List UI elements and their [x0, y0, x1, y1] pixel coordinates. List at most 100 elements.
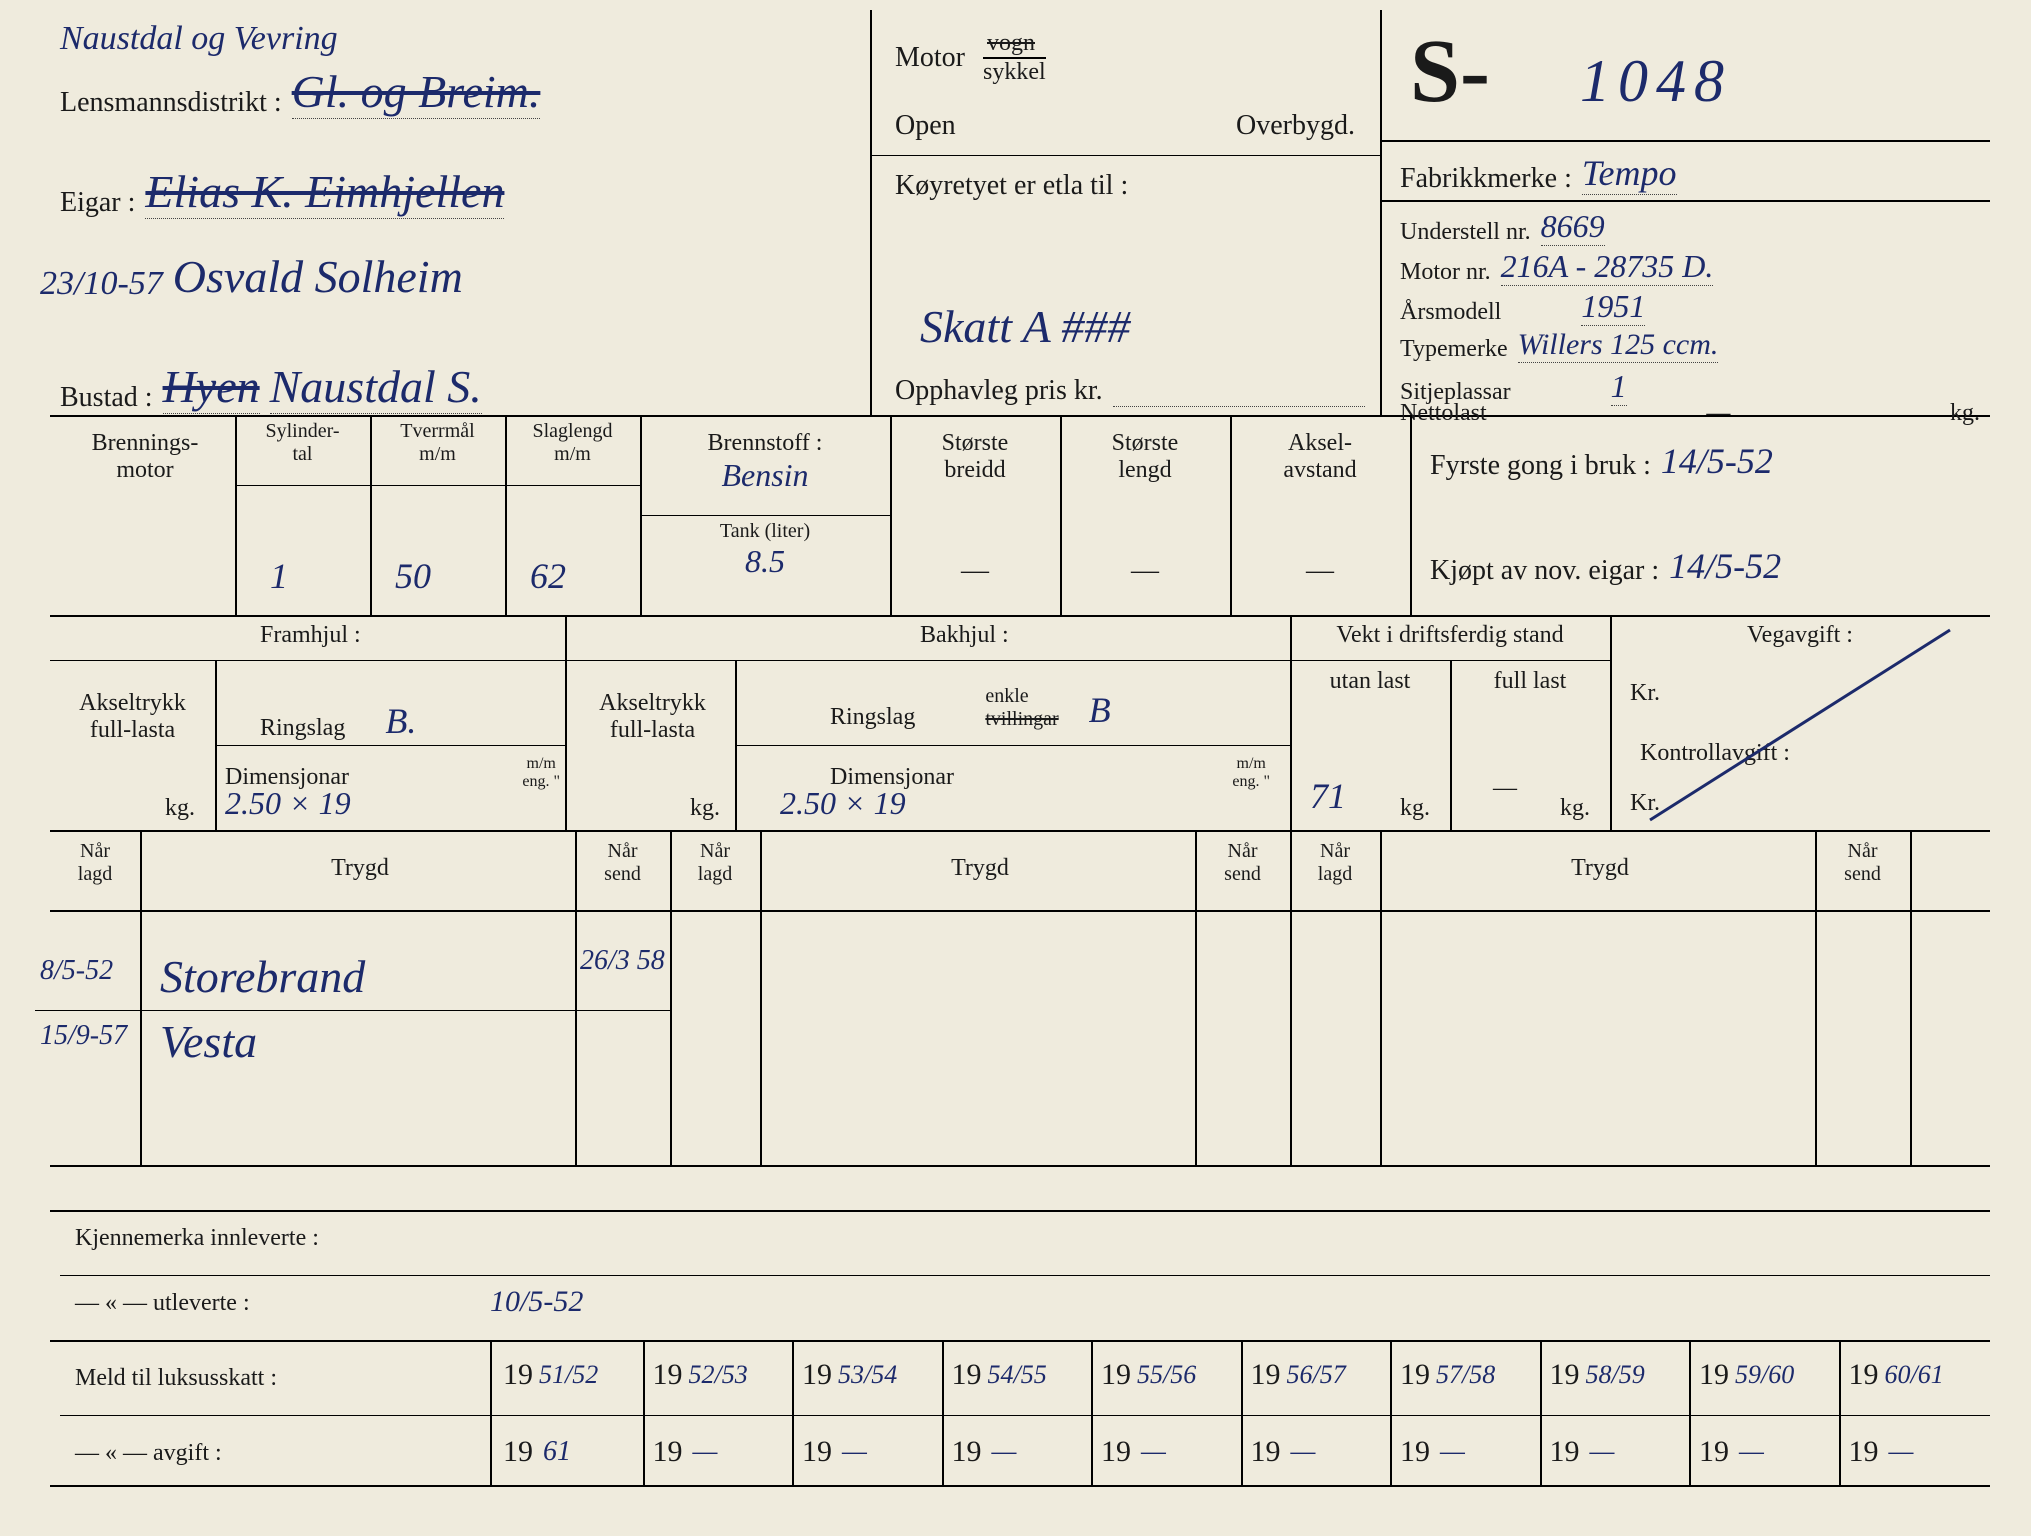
year-cell: 1952/53 [653, 1358, 748, 1392]
trygd-2: Trygd [770, 855, 1190, 882]
divider [890, 415, 892, 615]
kjenn-out-val: 10/5-52 [490, 1285, 583, 1319]
divider [870, 155, 1380, 156]
overbygd-label: Overbygd. [1236, 110, 1355, 142]
divider [670, 830, 672, 1165]
divider [235, 485, 640, 486]
trygd-r0-name: Storebrand [160, 950, 365, 1003]
divider [1380, 830, 1382, 1165]
year-cell: 19— [952, 1435, 1017, 1469]
divider [1839, 1340, 1841, 1485]
nar-send-1: Når send [580, 840, 665, 886]
bustad-row: Bustad : Hyen Naustdal S. [60, 360, 482, 414]
kg-b: kg. [690, 795, 720, 822]
divider [792, 1340, 794, 1485]
nar-send-2: Når send [1200, 840, 1285, 886]
eigar-row2: 23/10-57 Osvald Solheim [40, 250, 463, 303]
motor-label: Motor [895, 42, 965, 74]
trygd-r1-lagd: 15/9-57 [40, 1020, 127, 1052]
divider [1241, 1340, 1243, 1485]
divider [1689, 1340, 1691, 1485]
kg-fl: kg. [1560, 795, 1590, 822]
lengd-val: — [1065, 555, 1225, 587]
divider [1610, 615, 1612, 830]
eigar-value: Elias K. Eimhjellen [145, 165, 504, 219]
eigar-name2: Osvald Solheim [173, 250, 463, 303]
divider [35, 1010, 670, 1011]
bakhjul-label: Bakhjul : [920, 622, 1009, 649]
eigar-date: 23/10-57 [40, 265, 163, 303]
eigar-label: Eigar : [60, 187, 135, 219]
divider [1290, 830, 1292, 1165]
trygd-1: Trygd [150, 855, 570, 882]
divider [505, 415, 507, 615]
trygd-r1-name: Vesta [160, 1015, 257, 1068]
divider [50, 830, 1990, 832]
open-label: Open [895, 110, 956, 142]
divider [50, 660, 1610, 661]
utan-val: 71 [1310, 775, 1346, 817]
utan-label: utan last [1295, 668, 1445, 695]
slaglengd-val: 62 [530, 555, 566, 597]
etla-value: Skatt A ### [920, 300, 1130, 353]
year-cell: 1957/58 [1400, 1358, 1495, 1392]
divider [215, 745, 565, 746]
fyrste-row: Fyrste gong i bruk : 14/5-52 [1430, 440, 1773, 482]
sylinder-head: Sylinder-tal [240, 420, 365, 466]
bustad-label: Bustad : [60, 382, 153, 414]
nar-send-3: Når send [1820, 840, 1905, 886]
divider [575, 830, 577, 1165]
year-cell: 19— [1699, 1435, 1764, 1469]
full-label: full last [1455, 668, 1605, 695]
divider [1380, 10, 1382, 415]
aksel-head: Aksel-avstand [1235, 430, 1405, 484]
vogn-label: vogn [983, 30, 1046, 59]
breidd-head: Størstebreidd [895, 430, 1055, 484]
year-cell: 1959/60 [1699, 1358, 1794, 1392]
kjopt-row: Kjøpt av nov. eigar : 14/5-52 [1430, 545, 1781, 587]
year-cell: 19— [1251, 1435, 1316, 1469]
year-cell: 19— [1400, 1435, 1465, 1469]
kjenn-out: — « — utleverte : [75, 1290, 250, 1317]
s-number: 1048 [1580, 47, 1732, 116]
bustad-strike: Hyen [163, 360, 260, 414]
divider [942, 1340, 944, 1485]
divider [50, 1165, 1990, 1167]
divider [370, 415, 372, 615]
dim-f-val: 2.50 × 19 [225, 785, 351, 822]
divider [1450, 660, 1452, 830]
kjenn-inn: Kjennemerka innleverte : [75, 1225, 319, 1252]
sykkel-label: sykkel [983, 59, 1046, 86]
kg-u: kg. [1400, 795, 1430, 822]
divider [60, 1275, 1990, 1276]
aksel-val: — [1235, 555, 1405, 587]
registration-card: Naustdal og Vevring Lensmannsdistrikt : … [0, 0, 2031, 1536]
divider [490, 1340, 492, 1485]
nar-lagd-2: Når lagd [675, 840, 755, 886]
divider [1540, 1340, 1542, 1485]
year-cell: 1956/57 [1251, 1358, 1346, 1392]
tverrmal-head: Tverrmålm/m [375, 420, 500, 466]
divider [735, 745, 1290, 746]
tank: Tank (liter) 8.5 [645, 520, 885, 580]
year-cell: 19— [1849, 1435, 1914, 1469]
divider [1230, 415, 1232, 615]
etla-label: Køyretyet er etla til : [895, 170, 1128, 202]
pris-label: Opphavleg pris kr. [895, 375, 1103, 407]
pris-row: Opphavleg pris kr. [895, 375, 1365, 407]
brennstoff: Brennstoff : Bensin [645, 430, 885, 494]
divider [1091, 1340, 1093, 1485]
strike-line [1620, 620, 1980, 830]
divider [50, 1210, 1990, 1212]
year-cell: 1961 [503, 1435, 571, 1469]
divider [1380, 140, 1990, 142]
open-overbygd: Open Overbygd. [895, 110, 1355, 142]
divider [1380, 200, 1990, 202]
divider [760, 830, 762, 1165]
nettolast-row: Nettolast — kg. [1400, 400, 1980, 427]
divider [1390, 1340, 1392, 1485]
akseltrykk-f: Akseltrykkfull-lasta [55, 690, 210, 744]
trygd-r0-lagd: 8/5-52 [40, 955, 113, 987]
year-grid: 1951/5219611952/5319—1953/5419—1954/5519… [495, 1340, 1990, 1485]
bustad-value: Naustdal S. [270, 360, 482, 414]
